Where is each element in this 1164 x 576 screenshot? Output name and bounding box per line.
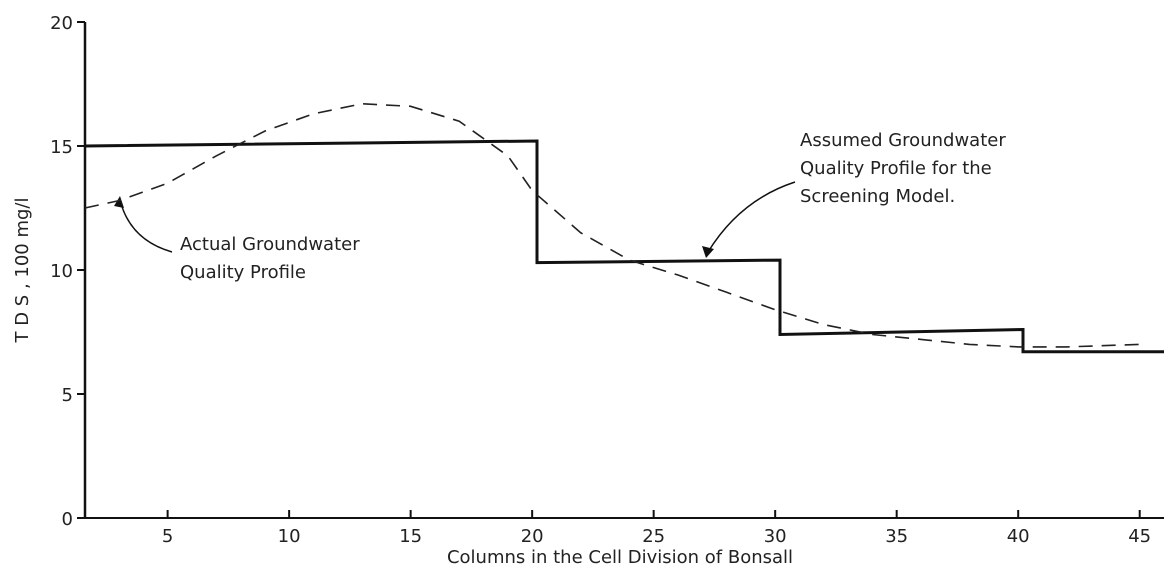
arrow-head: [702, 246, 714, 258]
arrow-head: [114, 196, 124, 208]
annotation: Assumed Groundwater: [800, 130, 1006, 151]
annotation-arrow: [707, 181, 796, 253]
x-tick-label: 40: [1007, 526, 1030, 547]
y-tick-label: 20: [50, 13, 73, 34]
x-tick-label: 5: [162, 526, 173, 547]
x-tick-label: 30: [764, 526, 787, 547]
annotation: Actual Groundwater: [180, 234, 360, 255]
y-tick-label: 0: [62, 509, 73, 530]
series-line: [84, 102, 1140, 348]
series-line: [84, 139, 1164, 354]
x-tick-label: 35: [885, 526, 908, 547]
x-tick-label: 20: [521, 526, 544, 547]
x-tick-label: 15: [399, 526, 422, 547]
y-tick-label: 10: [50, 261, 73, 282]
x-tick-label: 45: [1128, 526, 1151, 547]
y-tick-label: 5: [62, 385, 73, 406]
x-tick-label: 25: [642, 526, 665, 547]
annotation-arrow: [119, 199, 173, 253]
annotation: Quality Profile: [180, 262, 306, 283]
y-tick-label: 15: [50, 137, 73, 158]
y-axis-label: T D S , 100 mg/l: [12, 198, 33, 344]
annotation: Screening Model.: [800, 186, 955, 207]
x-axis-label: Columns in the Cell Division of Bonsall: [447, 547, 793, 568]
x-tick-label: 10: [278, 526, 301, 547]
annotation: Quality Profile for the: [800, 158, 992, 179]
